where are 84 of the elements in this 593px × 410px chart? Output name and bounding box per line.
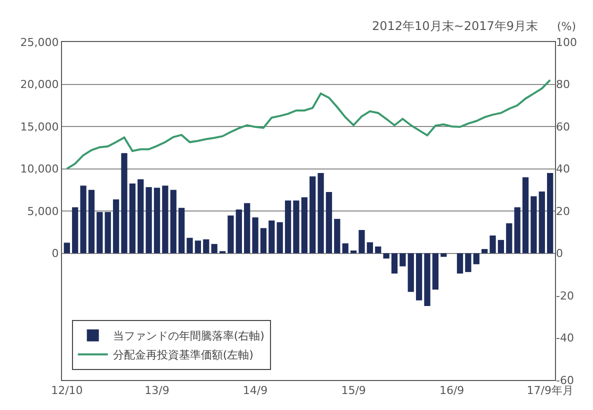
y2-tick-label: -60	[556, 374, 574, 387]
bar	[80, 186, 86, 254]
bar	[154, 188, 160, 254]
bar	[391, 253, 398, 274]
x-tick-label: 12/10	[51, 384, 83, 398]
x-tick-label: 17/9年月	[526, 384, 574, 398]
bar	[432, 253, 439, 290]
bar	[112, 199, 120, 254]
bar	[465, 253, 472, 272]
bar	[88, 190, 95, 254]
bar	[203, 239, 210, 254]
y2-tick-label: 40	[556, 162, 570, 176]
bar	[424, 253, 430, 306]
bar	[522, 177, 529, 254]
y-tick-label: 20,000	[20, 78, 59, 92]
bar	[236, 210, 242, 254]
y-tick-label: 25,000	[20, 36, 59, 49]
bar	[408, 253, 414, 292]
bar	[138, 179, 144, 254]
bar	[358, 230, 365, 254]
bar	[482, 249, 488, 254]
bar	[194, 240, 202, 254]
bar	[326, 192, 332, 254]
bar	[268, 220, 275, 254]
bar	[456, 253, 464, 274]
y-tick-label: 5,000	[27, 204, 59, 218]
bar	[416, 253, 422, 300]
y2-tick-label: 60	[556, 120, 570, 134]
bar	[72, 207, 78, 254]
y2-tick-label: 100	[556, 36, 577, 49]
bar	[383, 253, 390, 259]
bar	[170, 190, 176, 254]
bar	[400, 253, 406, 266]
bar	[310, 176, 316, 254]
bar	[498, 240, 504, 254]
bar	[350, 250, 357, 254]
bar	[104, 212, 111, 254]
bar	[473, 253, 480, 264]
bar	[64, 242, 70, 254]
legend-label: 分配金再投資基準価額(左軸)	[112, 348, 254, 362]
chart-subtitle: 2012年10月末~2017年9月末	[372, 19, 538, 33]
bar	[129, 184, 136, 254]
bar	[547, 172, 554, 254]
legend-label: 当ファンドの年間騰落率(右軸)	[112, 330, 264, 343]
bar	[121, 153, 128, 254]
y2-tick-label: -40	[556, 332, 574, 345]
bar	[162, 186, 168, 254]
bar	[375, 246, 382, 254]
x-tick-label: 14/9	[242, 384, 268, 398]
y-tick-label: 15,000	[20, 120, 59, 134]
bar	[276, 222, 283, 254]
bar	[260, 228, 267, 254]
bar	[244, 203, 250, 254]
y-tick-label: 0	[52, 247, 59, 260]
bar	[228, 215, 234, 254]
bar	[318, 172, 324, 254]
y2-tick-label: 0	[556, 247, 563, 260]
bar	[506, 223, 512, 254]
bar	[514, 207, 520, 254]
x-tick-label: 15/9	[341, 384, 366, 398]
bar	[96, 212, 103, 254]
x-tick-label: 16/9	[439, 384, 464, 398]
bar	[342, 243, 348, 254]
bar	[530, 196, 537, 254]
bar	[538, 192, 545, 254]
bar	[211, 244, 218, 254]
y2-tick-label: 80	[556, 78, 570, 92]
bar	[252, 217, 258, 254]
line-series	[66, 79, 552, 170]
y-tick-label: 10,000	[20, 162, 59, 176]
bar	[178, 208, 185, 254]
bar	[366, 242, 373, 254]
x-tick-label: 13/9	[144, 384, 170, 398]
bar	[440, 253, 447, 257]
bar	[301, 197, 308, 254]
bar	[146, 187, 152, 254]
y2-axis-title: (%)	[557, 20, 576, 33]
bar	[186, 238, 193, 254]
bar	[490, 236, 496, 254]
y2-tick-label: -20	[556, 289, 574, 302]
bar	[284, 200, 292, 254]
bar	[293, 200, 300, 254]
y2-tick-label: 20	[556, 204, 570, 218]
bar	[334, 218, 340, 254]
